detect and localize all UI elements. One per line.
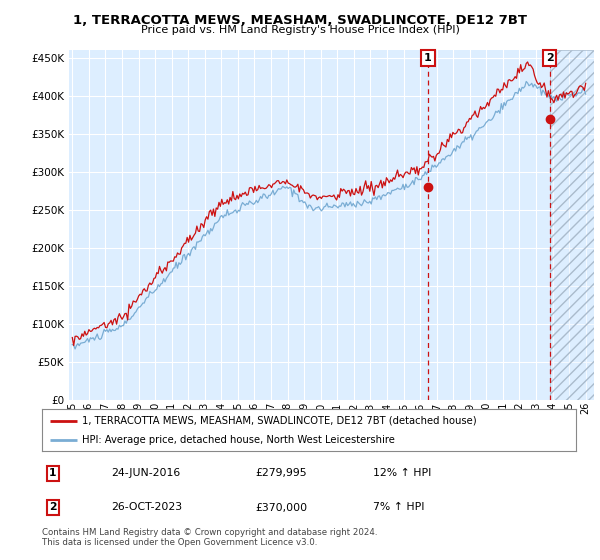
Text: £279,995: £279,995	[256, 468, 307, 478]
Text: £370,000: £370,000	[256, 502, 308, 512]
Text: 1: 1	[424, 53, 432, 63]
Text: 12% ↑ HPI: 12% ↑ HPI	[373, 468, 431, 478]
Text: 1: 1	[49, 468, 56, 478]
Text: 26-OCT-2023: 26-OCT-2023	[112, 502, 182, 512]
Bar	[550, 50, 594, 400]
Text: 7% ↑ HPI: 7% ↑ HPI	[373, 502, 425, 512]
Text: 1, TERRACOTTA MEWS, MEASHAM, SWADLINCOTE, DE12 7BT: 1, TERRACOTTA MEWS, MEASHAM, SWADLINCOTE…	[73, 14, 527, 27]
Bar	[550, 50, 594, 400]
Text: 2: 2	[49, 502, 56, 512]
Text: HPI: Average price, detached house, North West Leicestershire: HPI: Average price, detached house, Nort…	[82, 435, 395, 445]
Text: Contains HM Land Registry data © Crown copyright and database right 2024.
This d: Contains HM Land Registry data © Crown c…	[42, 528, 377, 547]
Text: 24-JUN-2016: 24-JUN-2016	[112, 468, 181, 478]
Text: 2: 2	[546, 53, 553, 63]
Text: 1, TERRACOTTA MEWS, MEASHAM, SWADLINCOTE, DE12 7BT (detached house): 1, TERRACOTTA MEWS, MEASHAM, SWADLINCOTE…	[82, 416, 476, 426]
Text: Price paid vs. HM Land Registry's House Price Index (HPI): Price paid vs. HM Land Registry's House …	[140, 25, 460, 35]
